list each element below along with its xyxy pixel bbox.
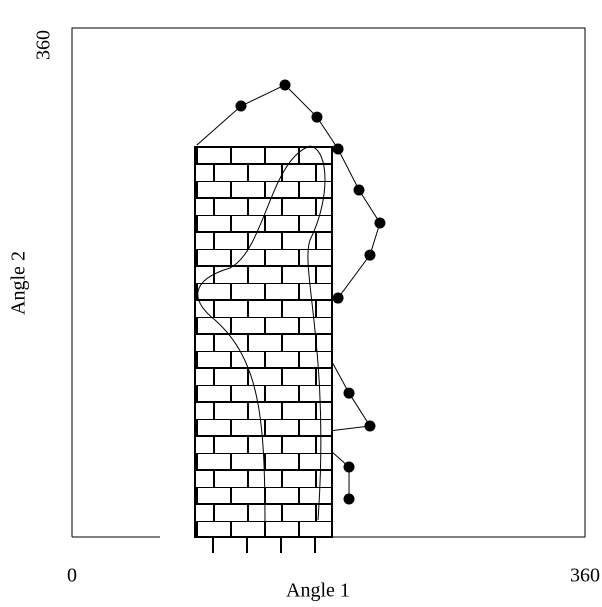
point <box>332 292 344 304</box>
x-tick-label: 360 <box>570 565 600 587</box>
point <box>353 184 365 196</box>
point <box>332 143 344 155</box>
point <box>364 420 376 432</box>
frame <box>71 27 586 538</box>
y-axis-label: Angle 2 <box>8 251 30 315</box>
obstacle-wall <box>194 145 333 553</box>
y-tick-label: 360 <box>33 30 55 60</box>
point <box>235 100 247 112</box>
x-axis-label: Angle 1 <box>286 580 350 602</box>
point <box>343 387 355 399</box>
point <box>343 461 355 473</box>
point <box>364 249 376 261</box>
point <box>343 493 355 505</box>
point <box>279 79 291 91</box>
point <box>311 111 323 123</box>
point <box>374 217 386 229</box>
x-tick-label: 0 <box>67 565 77 587</box>
